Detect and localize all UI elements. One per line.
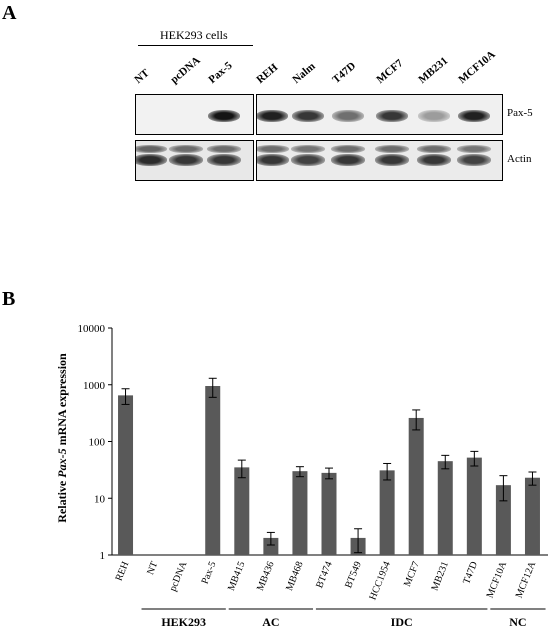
pax5-band <box>376 110 408 122</box>
actin-row-label: Actin <box>507 153 532 165</box>
x-tick-label: HCC1954 <box>368 560 393 602</box>
lane-label-nalm: Nalm <box>290 60 318 86</box>
actin-band <box>207 154 241 166</box>
bar-t47d <box>466 457 482 555</box>
panel-b-letter: B <box>2 288 16 310</box>
bar-bt474 <box>321 472 337 555</box>
group-label-nc: NC <box>509 615 526 629</box>
panel-a-letter: A <box>2 2 17 24</box>
pax5-band <box>208 110 240 122</box>
x-tick-label: REH <box>114 560 132 583</box>
group-label-idc: IDC <box>391 615 413 629</box>
y-tick-label: 10000 <box>78 323 106 335</box>
x-tick-label: pcDNA <box>168 559 190 593</box>
pax5-band <box>418 110 450 122</box>
pax5-row-label: Pax-5 <box>507 107 533 119</box>
pax5-band <box>257 110 288 122</box>
actin-band <box>169 154 203 166</box>
x-tick-label: MB415 <box>226 560 248 592</box>
bar-mb415 <box>234 467 250 555</box>
bar-mcf12a <box>524 477 540 555</box>
actin-band <box>207 145 241 153</box>
y-axis-label: Relative Pax-5 mRNA expression <box>55 353 69 523</box>
actin-blot-cells <box>256 140 503 181</box>
hek293-group-label: HEK293 cells <box>160 28 228 42</box>
actin-band <box>257 145 289 153</box>
lane-label-mcf10a: MCF10A <box>456 48 498 86</box>
actin-band <box>375 154 409 166</box>
x-tick-label: BT474 <box>314 560 335 590</box>
x-tick-label: MB468 <box>284 560 306 592</box>
x-tick-label: MCF7 <box>402 560 422 588</box>
hek293-group-line <box>138 45 253 46</box>
actin-band <box>331 154 365 166</box>
x-tick-label: MB231 <box>429 560 451 592</box>
y-tick-label: 100 <box>89 437 106 449</box>
actin-band <box>375 145 409 153</box>
actin-band <box>417 145 451 153</box>
x-tick-label: MCF10A <box>485 559 510 599</box>
pax5-band <box>458 110 490 122</box>
actin-band <box>291 154 325 166</box>
lane-label-pax-5: Pax-5 <box>206 59 235 86</box>
pax5-band <box>292 110 324 122</box>
bar-hcc1954 <box>379 470 395 555</box>
group-label-hek293: HEK293 <box>161 615 206 629</box>
bar-mb231 <box>437 461 453 555</box>
x-tick-label: Pax-5 <box>200 560 219 586</box>
bar-mb468 <box>292 471 308 555</box>
actin-band <box>169 145 203 153</box>
y-tick-label: 10 <box>94 493 106 505</box>
actin-band <box>331 145 365 153</box>
y-tick-label: 1000 <box>83 380 106 392</box>
lane-label-mcf7: MCF7 <box>374 57 406 86</box>
bar-reh <box>118 395 134 555</box>
actin-band <box>457 145 491 153</box>
pax5-blot-hek <box>135 94 254 135</box>
x-tick-label: MB436 <box>255 560 277 592</box>
bar-mb436 <box>263 537 279 555</box>
lane-label-pcdna: pcDNA <box>168 54 203 86</box>
pax5-band <box>332 110 364 122</box>
actin-band <box>457 154 491 166</box>
bar-mcf10a <box>495 485 511 555</box>
lane-label-nt: NT <box>132 66 152 86</box>
y-tick-label: 1 <box>100 550 106 562</box>
bar-mcf7 <box>408 417 424 555</box>
bar-chart: 1 10 100 1000 10000 REH NT pcDNA Pax-5 MB415 MB43… <box>55 323 548 629</box>
lane-label-t47d: T47D <box>330 59 359 86</box>
actin-band <box>257 154 289 166</box>
x-tick-label: NT <box>145 560 160 576</box>
actin-band <box>417 154 451 166</box>
actin-band <box>136 154 167 166</box>
group-label-ac: AC <box>262 615 279 629</box>
actin-blot-hek <box>135 140 254 181</box>
pax5-blot-cells <box>256 94 503 135</box>
lane-label-mb231: MB231 <box>416 54 451 86</box>
x-tick-label: BT549 <box>343 560 364 590</box>
x-tick-label: T47D <box>461 560 480 586</box>
actin-band <box>136 145 167 153</box>
actin-band <box>291 145 325 153</box>
bar-pax-5 <box>205 386 221 555</box>
x-tick-label: MCF12A <box>514 559 539 599</box>
lane-label-reh: REH <box>254 61 281 86</box>
